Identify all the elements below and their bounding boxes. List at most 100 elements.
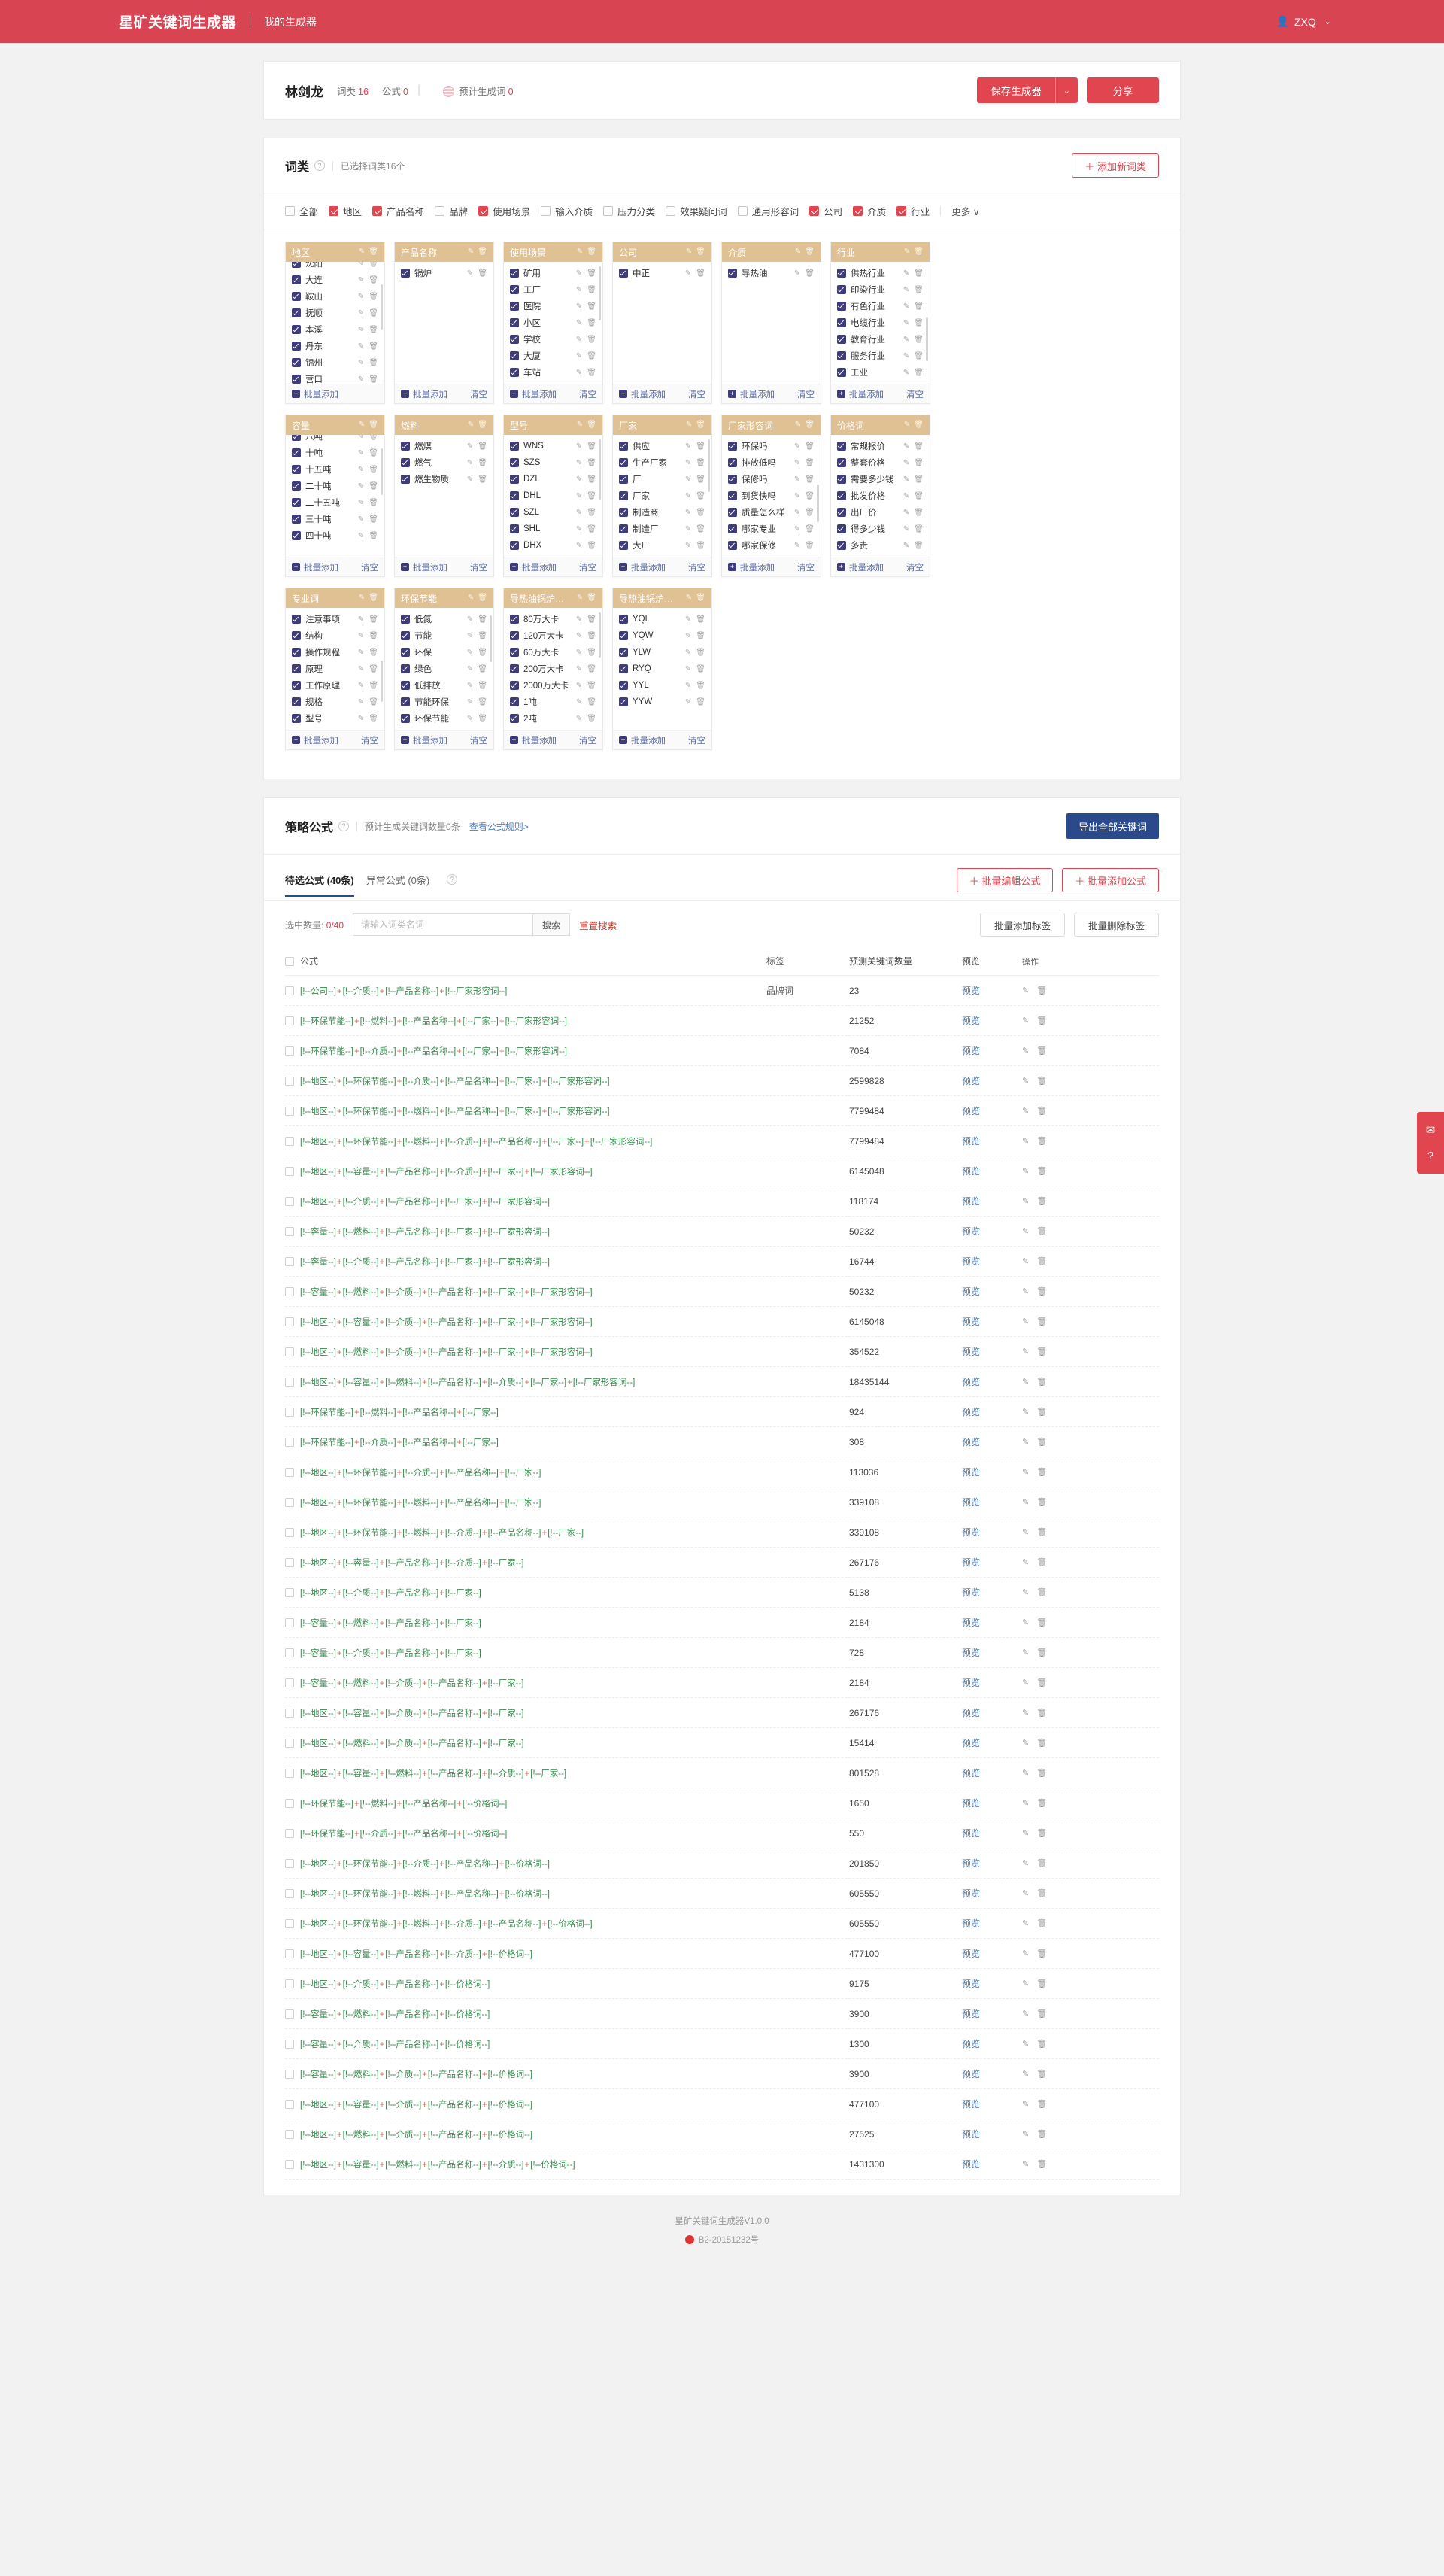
edit-icon[interactable]: ✎ xyxy=(466,269,474,278)
preview-link[interactable]: 预览 xyxy=(962,1527,981,1538)
delete-icon[interactable]: 🗑 xyxy=(805,269,815,278)
delete-icon[interactable]: 🗑 xyxy=(805,508,815,517)
delete-icon[interactable]: 🗑 xyxy=(1036,1016,1048,1025)
wordclass-card-list[interactable]: 八吨 ✎ 🗑 十吨 ✎ 🗑 十五吨 ✎ 🗑 二十吨 ✎ 🗑 二十五吨 ✎ 🗑 三十吨 ✎ 🗑 四十吨 ✎ 🗑 xyxy=(286,435,384,557)
delete-icon[interactable]: 🗑 xyxy=(1036,1979,1048,1988)
delete-icon[interactable]: 🗑 xyxy=(1036,1347,1048,1356)
delete-icon[interactable]: 🗑 xyxy=(805,524,815,533)
wordclass-item-checkbox[interactable] xyxy=(292,275,301,284)
row-checkbox[interactable] xyxy=(285,2039,294,2049)
delete-icon[interactable]: 🗑 xyxy=(914,524,924,533)
edit-icon[interactable]: ✎ xyxy=(575,285,583,294)
clear-link[interactable]: 清空 xyxy=(688,736,705,746)
wordclass-item-checkbox[interactable] xyxy=(401,631,410,640)
edit-icon[interactable]: ✎ xyxy=(466,458,474,467)
filter-checkbox[interactable] xyxy=(853,206,863,216)
filter-checkbox[interactable] xyxy=(896,206,907,216)
wordclass-item-checkbox[interactable] xyxy=(728,269,737,278)
wordclass-item[interactable]: 燃煤 ✎ 🗑 xyxy=(395,438,493,454)
delete-icon[interactable]: 🗑 xyxy=(1036,1678,1048,1687)
delete-icon[interactable]: 🗑 xyxy=(1036,1107,1048,1116)
edit-icon[interactable]: ✎ xyxy=(467,594,475,602)
edit-icon[interactable]: ✎ xyxy=(575,664,583,673)
delete-icon[interactable]: 🗑 xyxy=(1036,1378,1048,1387)
delete-icon[interactable]: 🗑 xyxy=(369,481,378,491)
batch-add-link[interactable]: 批量添加 xyxy=(413,736,447,746)
preview-link[interactable]: 预览 xyxy=(962,1226,981,1237)
edit-icon[interactable]: ✎ xyxy=(357,342,365,351)
edit-icon[interactable]: ✎ xyxy=(684,664,692,673)
delete-icon[interactable]: 🗑 xyxy=(1036,1167,1048,1176)
row-checkbox[interactable] xyxy=(285,2069,294,2079)
wordclass-item-checkbox[interactable] xyxy=(619,697,628,706)
edit-icon[interactable]: ✎ xyxy=(684,458,692,467)
wordclass-item[interactable]: 四十吨 ✎ 🗑 xyxy=(286,527,384,544)
wordclass-item[interactable]: 学校 ✎ 🗑 xyxy=(504,331,602,348)
delete-icon[interactable]: 🗑 xyxy=(587,318,596,327)
edit-icon[interactable]: ✎ xyxy=(1022,1949,1030,1958)
delete-icon[interactable]: 🗑 xyxy=(1036,1197,1048,1206)
delete-icon[interactable]: 🗑 xyxy=(369,648,378,657)
wordclass-item[interactable]: 医院 ✎ 🗑 xyxy=(504,298,602,314)
wordclass-item[interactable]: 有色行业 ✎ 🗑 xyxy=(831,298,930,314)
batch-add-link[interactable]: 批量添加 xyxy=(304,563,338,573)
help-icon[interactable]: ? xyxy=(338,821,350,831)
search-input[interactable] xyxy=(353,913,534,936)
edit-icon[interactable]: ✎ xyxy=(575,442,583,451)
wordclass-item[interactable]: 整套价格 ✎ 🗑 xyxy=(831,454,930,471)
delete-icon[interactable]: 🗑 xyxy=(478,442,487,451)
wordclass-item[interactable]: YYL ✎ 🗑 xyxy=(613,677,711,694)
preview-link[interactable]: 预览 xyxy=(962,1016,981,1026)
wordclass-item[interactable]: 八吨 ✎ 🗑 xyxy=(286,435,384,445)
preview-link[interactable]: 预览 xyxy=(962,1979,981,1989)
delete-icon[interactable]: 🗑 xyxy=(478,615,487,624)
plus-icon[interactable]: + xyxy=(510,563,518,571)
delete-icon[interactable]: 🗑 xyxy=(914,318,924,327)
wordclass-item-checkbox[interactable] xyxy=(292,664,301,673)
wordclass-item[interactable]: 质量怎么样 ✎ 🗑 xyxy=(722,504,821,521)
preview-link[interactable]: 预览 xyxy=(962,2099,981,2110)
wordclass-item[interactable]: 注意事项 ✎ 🗑 xyxy=(286,611,384,627)
delete-icon[interactable]: 🗑 xyxy=(1036,1046,1048,1056)
edit-icon[interactable]: ✎ xyxy=(793,269,801,278)
clear-link[interactable]: 清空 xyxy=(797,390,815,399)
edit-icon[interactable]: ✎ xyxy=(1022,1618,1030,1627)
delete-icon[interactable]: 🗑 xyxy=(369,714,378,723)
edit-icon[interactable]: ✎ xyxy=(684,524,692,533)
row-checkbox[interactable] xyxy=(285,1437,294,1447)
wordclass-item-checkbox[interactable] xyxy=(292,515,301,524)
filter-checkbox[interactable] xyxy=(809,206,820,216)
delete-icon[interactable]: 🗑 xyxy=(805,475,815,484)
search-button[interactable]: 搜索 xyxy=(533,913,571,936)
edit-icon[interactable]: ✎ xyxy=(684,442,692,451)
wordclass-item[interactable]: 供应 ✎ 🗑 xyxy=(613,438,711,454)
edit-icon[interactable]: ✎ xyxy=(575,458,583,467)
delete-icon[interactable]: 🗑 xyxy=(478,458,487,467)
batch-add-link[interactable]: 批量添加 xyxy=(849,563,884,573)
delete-icon[interactable]: 🗑 xyxy=(587,421,596,429)
clear-link[interactable]: 清空 xyxy=(579,736,596,746)
edit-icon[interactable]: ✎ xyxy=(793,475,801,484)
wordclass-item-checkbox[interactable] xyxy=(837,458,846,467)
wordclass-item-checkbox[interactable] xyxy=(837,351,846,360)
plus-icon[interactable]: + xyxy=(619,563,627,571)
wordclass-item[interactable]: YQW ✎ 🗑 xyxy=(613,627,711,644)
wordclass-card-list[interactable]: 锅炉 ✎ 🗑 xyxy=(395,262,493,384)
filter-chip-11[interactable]: 行业 xyxy=(896,204,930,218)
wordclass-item-checkbox[interactable] xyxy=(619,664,628,673)
edit-icon[interactable]: ✎ xyxy=(684,631,692,640)
wordclass-item-checkbox[interactable] xyxy=(510,302,519,311)
filter-checkbox[interactable] xyxy=(603,206,614,216)
edit-icon[interactable]: ✎ xyxy=(684,475,692,484)
wordclass-item[interactable]: WNS ✎ 🗑 xyxy=(504,438,602,454)
edit-icon[interactable]: ✎ xyxy=(357,697,365,706)
wordclass-item-checkbox[interactable] xyxy=(292,631,301,640)
edit-icon[interactable]: ✎ xyxy=(466,631,474,640)
edit-icon[interactable]: ✎ xyxy=(793,508,801,517)
wordclass-item[interactable]: 工作原理 ✎ 🗑 xyxy=(286,677,384,694)
scrollbar-thumb[interactable] xyxy=(599,439,601,500)
wordclass-item-checkbox[interactable] xyxy=(510,681,519,690)
filter-chip-7[interactable]: 效果疑问词 xyxy=(666,204,727,218)
delete-icon[interactable]: 🗑 xyxy=(696,648,705,657)
delete-icon[interactable]: 🗑 xyxy=(369,631,378,640)
